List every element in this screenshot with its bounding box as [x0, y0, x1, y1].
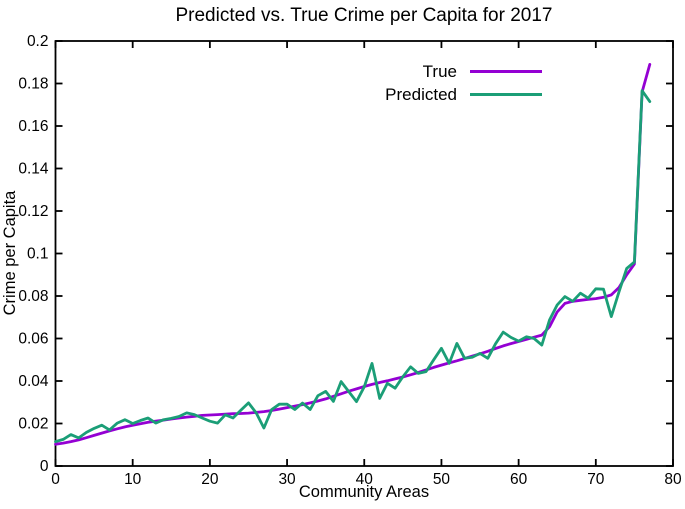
legend: True Predicted [385, 62, 542, 104]
true-line [54, 63, 652, 446]
y-tick-label: 0.06 [18, 331, 48, 348]
y-tick-label: 0.16 [18, 118, 48, 135]
plot-border [54, 40, 674, 467]
y-tick-label: 0.12 [18, 203, 48, 220]
y-tick-label: 0 [40, 458, 49, 475]
plot-area: 0 10 20 30 40 50 60 70 80 0 0.02 0.04 0.06 0.08 0.1 0.1… [18, 33, 682, 488]
predicted-line [54, 89, 652, 444]
chart-title: Predicted vs. True Crime per Capita for … [175, 5, 552, 26]
y-tick-label: 0.02 [18, 416, 48, 433]
x-tick-label: 0 [51, 471, 60, 488]
x-tick-label: 50 [433, 471, 451, 488]
y-tick-label: 0.04 [18, 373, 49, 390]
y-tick-label: 0.14 [18, 161, 49, 178]
legend-label-predicted: Predicted [385, 85, 457, 104]
x-axis-label: Community Areas [299, 483, 429, 501]
x-tick-label: 40 [356, 471, 374, 488]
x-tick-label: 30 [278, 471, 296, 488]
x-tick-label: 70 [587, 471, 605, 488]
y-axis-label: Crime per Capita [1, 190, 19, 316]
y-tick-label: 0.2 [27, 33, 49, 50]
x-tick-label: 60 [510, 471, 528, 488]
legend-label-true: True [423, 62, 457, 81]
x-tick-label: 10 [124, 471, 142, 488]
y-tick-label: 0.1 [27, 246, 49, 263]
x-tick-label: 80 [664, 471, 682, 488]
y-tick-label: 0.18 [18, 76, 48, 93]
x-tick-label: 20 [201, 471, 219, 488]
y-tick-label: 0.08 [18, 288, 48, 305]
